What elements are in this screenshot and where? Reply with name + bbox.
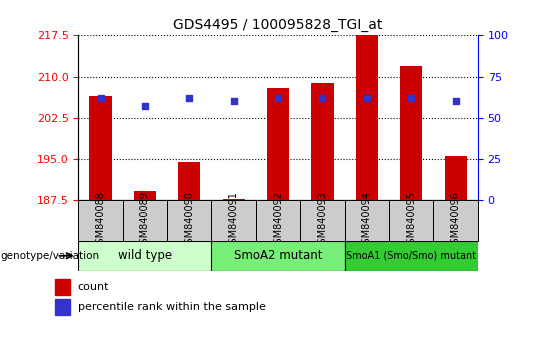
Bar <box>356 35 378 200</box>
Bar <box>434 200 478 241</box>
Text: GSM840090: GSM840090 <box>184 191 194 250</box>
Bar <box>90 96 112 200</box>
Point <box>185 95 194 101</box>
Bar <box>212 241 345 271</box>
Bar <box>55 279 70 295</box>
Point <box>451 98 460 104</box>
Text: GSM840095: GSM840095 <box>406 191 416 250</box>
Bar <box>167 200 212 241</box>
Text: GSM840093: GSM840093 <box>318 191 327 250</box>
Text: GSM840096: GSM840096 <box>451 191 461 250</box>
Bar <box>256 200 300 241</box>
Point <box>96 95 105 101</box>
Bar <box>400 65 422 200</box>
Bar <box>78 200 123 241</box>
Point <box>362 95 371 101</box>
Text: GSM840091: GSM840091 <box>229 191 239 250</box>
Text: SmoA1 (Smo/Smo) mutant: SmoA1 (Smo/Smo) mutant <box>346 251 476 261</box>
Bar <box>222 199 245 200</box>
Bar <box>212 200 256 241</box>
Bar <box>345 200 389 241</box>
Bar <box>134 191 156 200</box>
Bar <box>78 241 212 271</box>
Bar <box>178 161 200 200</box>
Text: GSM840092: GSM840092 <box>273 191 283 250</box>
Text: SmoA2 mutant: SmoA2 mutant <box>234 249 322 262</box>
Text: genotype/variation: genotype/variation <box>0 251 99 261</box>
Point <box>274 95 282 101</box>
Bar <box>389 200 434 241</box>
Text: count: count <box>78 282 109 292</box>
Text: percentile rank within the sample: percentile rank within the sample <box>78 302 266 312</box>
Text: GSM840089: GSM840089 <box>140 191 150 250</box>
Bar <box>267 87 289 200</box>
Text: wild type: wild type <box>118 249 172 262</box>
Bar <box>444 156 467 200</box>
Bar <box>312 83 334 200</box>
Title: GDS4495 / 100095828_TGI_at: GDS4495 / 100095828_TGI_at <box>173 18 383 32</box>
Bar <box>123 200 167 241</box>
Point <box>140 103 149 109</box>
Point <box>318 95 327 101</box>
Point <box>230 98 238 104</box>
Text: GSM840088: GSM840088 <box>96 191 105 250</box>
Text: GSM840094: GSM840094 <box>362 191 372 250</box>
Bar <box>55 298 70 315</box>
Bar <box>300 200 345 241</box>
Bar <box>345 241 478 271</box>
Point <box>407 95 416 101</box>
